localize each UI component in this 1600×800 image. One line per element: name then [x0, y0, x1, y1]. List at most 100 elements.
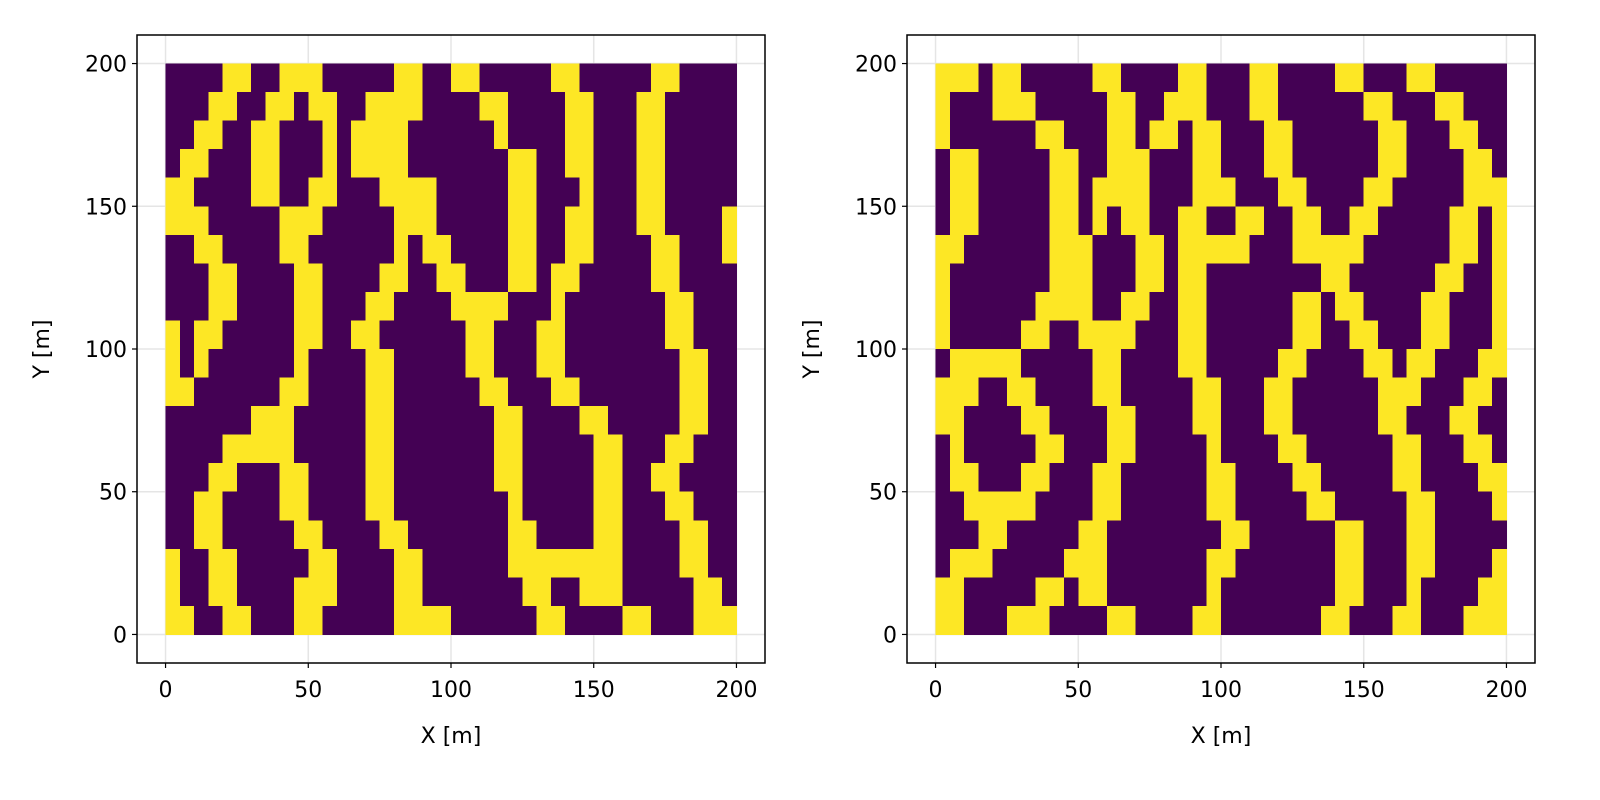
cell: [465, 63, 481, 93]
cell: [351, 149, 366, 179]
cell: [1006, 520, 1022, 550]
cell: [465, 577, 481, 607]
cell: [322, 463, 338, 493]
cell: [1306, 263, 1322, 293]
cell: [1335, 577, 1350, 607]
cell: [1121, 206, 1136, 236]
cell: [1221, 548, 1236, 578]
cell: [1035, 491, 1051, 521]
cell: [1349, 377, 1365, 407]
cell: [1235, 377, 1251, 407]
cell: [451, 520, 466, 550]
cell: [1192, 177, 1208, 207]
cell: [536, 320, 552, 350]
cell: [964, 605, 979, 635]
cell: [593, 491, 609, 521]
cell: [322, 434, 338, 464]
cell: [1449, 406, 1465, 436]
y-tick-label: 200: [85, 53, 127, 78]
cell: [1363, 92, 1379, 122]
cell: [1306, 548, 1322, 578]
cell: [408, 177, 423, 207]
cell: [179, 406, 195, 436]
cell: [707, 149, 723, 179]
cell: [1121, 520, 1136, 550]
cell: [1363, 491, 1379, 521]
cell: [251, 349, 266, 379]
cell: [1021, 349, 1036, 379]
cell: [379, 120, 395, 150]
cell: [622, 377, 638, 407]
cell: [365, 434, 381, 464]
cell: [336, 349, 352, 379]
cell: [265, 263, 281, 293]
cell: [964, 349, 979, 379]
cell: [322, 406, 338, 436]
cell: [679, 92, 695, 122]
cell: [1121, 463, 1136, 493]
cell: [1420, 548, 1436, 578]
cell: [608, 577, 623, 607]
cell: [992, 149, 1008, 179]
cell: [1320, 377, 1336, 407]
cell: [265, 406, 281, 436]
cell: [451, 406, 466, 436]
cell: [336, 520, 352, 550]
cell: [1121, 92, 1136, 122]
cell: [1263, 63, 1279, 93]
cell: [508, 577, 523, 607]
cell: [1121, 577, 1136, 607]
cell: [408, 491, 423, 521]
cell: [465, 491, 481, 521]
cell: [294, 406, 309, 436]
cell: [579, 605, 595, 635]
cell: [722, 406, 737, 436]
cell: [1006, 605, 1022, 635]
cell: [408, 92, 423, 122]
cell: [622, 520, 638, 550]
cell: [179, 520, 195, 550]
cell: [336, 206, 352, 236]
cell: [1178, 206, 1193, 236]
cell: [294, 234, 309, 264]
cell: [992, 377, 1008, 407]
cell: [536, 92, 552, 122]
cell: [479, 377, 495, 407]
cell: [522, 206, 538, 236]
cell: [565, 320, 580, 350]
cell: [536, 406, 552, 436]
cell: [308, 320, 324, 350]
cell: [1035, 149, 1051, 179]
cell: [1420, 406, 1436, 436]
cell: [1449, 120, 1465, 150]
cell: [1320, 548, 1336, 578]
cell: [165, 577, 181, 607]
cell: [1049, 463, 1065, 493]
cell: [949, 92, 965, 122]
cell: [1221, 605, 1236, 635]
x-axis-label: X [m]: [1191, 724, 1252, 749]
cell: [1449, 291, 1465, 321]
cell: [1064, 92, 1079, 122]
cell: [1406, 120, 1422, 150]
cell: [935, 577, 951, 607]
cell: [322, 548, 338, 578]
cell: [1349, 548, 1365, 578]
cell: [1006, 63, 1022, 93]
cell: [322, 63, 338, 93]
cell: [308, 92, 324, 122]
cell: [308, 263, 324, 293]
cell: [550, 177, 566, 207]
cell: [208, 434, 224, 464]
cell: [422, 491, 438, 521]
cell: [1378, 463, 1393, 493]
cell: [208, 577, 224, 607]
cell: [622, 120, 638, 150]
cell: [978, 434, 994, 464]
cell: [536, 349, 552, 379]
cell: [992, 92, 1008, 122]
cell: [650, 520, 666, 550]
cell: [935, 463, 951, 493]
cell: [722, 63, 737, 93]
